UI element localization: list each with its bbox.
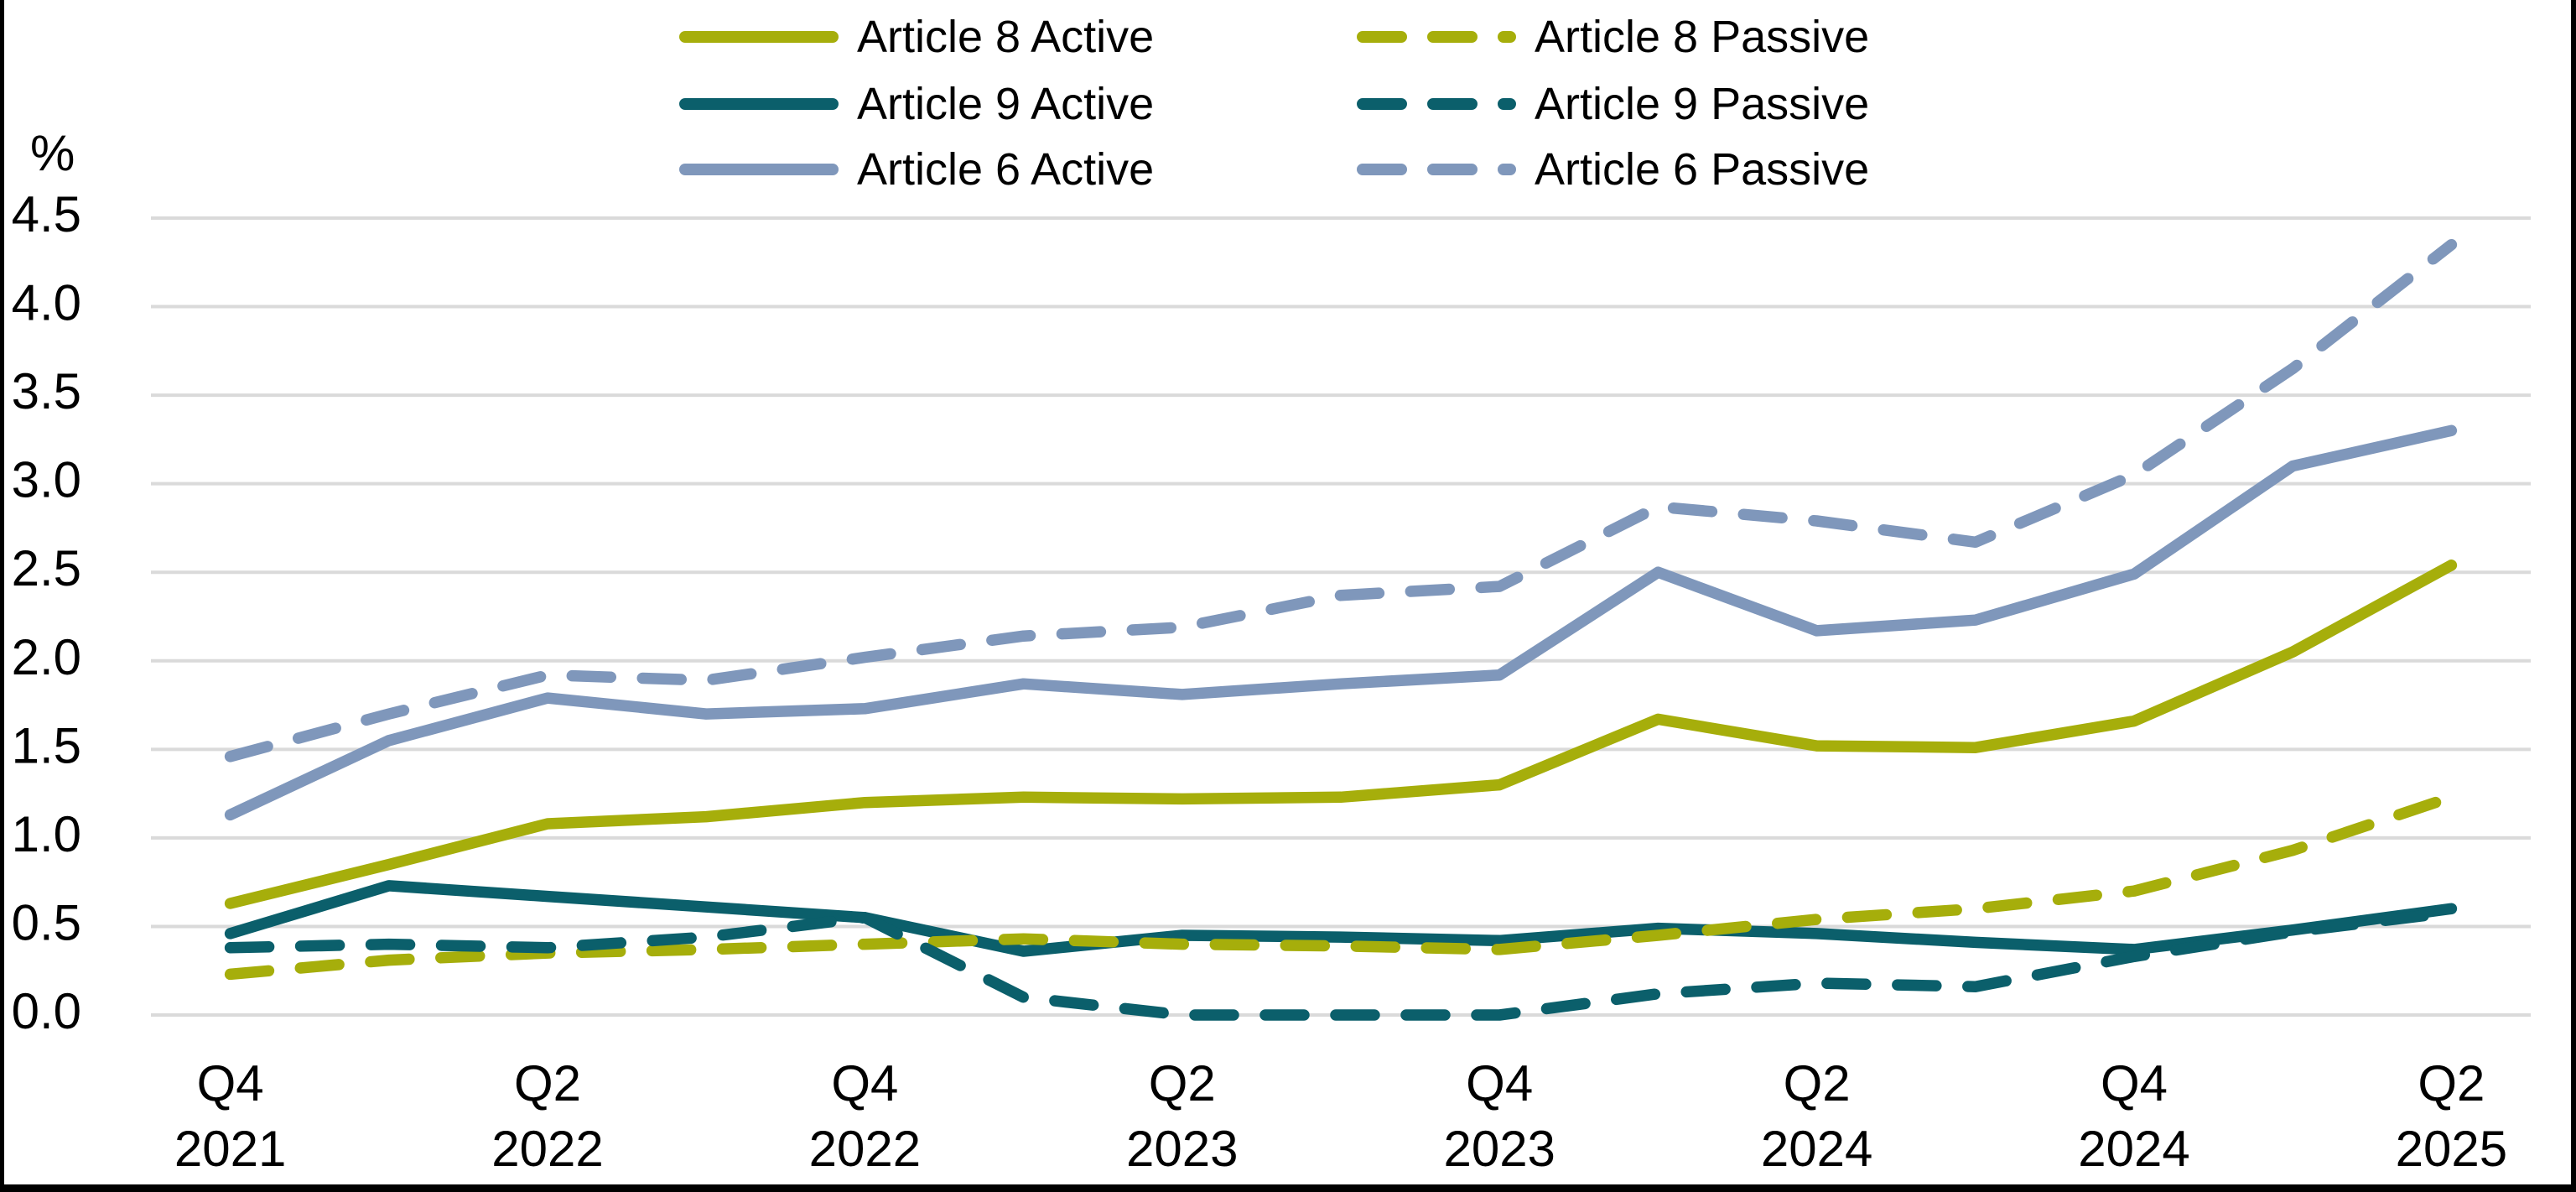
legend-item-article-8-passive: Article 8 Passive: [1357, 12, 1869, 62]
legend-item-label: Article 8 Active: [857, 12, 1155, 62]
x-axis-tick-label-quarter: Q2: [1784, 1055, 1851, 1111]
y-axis-tick-label: 0.0: [12, 983, 81, 1039]
y-axis-tick-label: 1.0: [12, 806, 81, 862]
solid-line-swatch-icon: [679, 31, 839, 43]
y-axis-tick-label: 2.0: [12, 629, 81, 685]
dashed-line-swatch-icon: [1357, 164, 1516, 175]
chart-border-bottom: [0, 1184, 2576, 1192]
legend-item-article-6-passive: Article 6 Passive: [1357, 144, 1869, 195]
y-axis-tick-label: 2.5: [12, 540, 81, 596]
dashed-line-swatch-icon: [1357, 31, 1516, 43]
y-axis-unit-label: %: [30, 125, 75, 181]
chart-border-left: [0, 0, 4, 1192]
legend-item-label: Article 6 Active: [857, 144, 1155, 195]
y-axis-tick-label: 3.0: [12, 452, 81, 508]
chart-border-right: [2571, 0, 2576, 1192]
x-axis-tick-label-year: 2024: [1761, 1121, 1872, 1177]
x-axis-tick-label-year: 2024: [2078, 1121, 2189, 1177]
legend-item-label: Article 9 Active: [857, 79, 1155, 129]
legend-item-label: Article 6 Passive: [1535, 144, 1870, 195]
series-line-article-8-active: [224, 560, 2458, 909]
dashed-line-swatch-icon: [1357, 98, 1516, 110]
legend-item-article-6-active: Article 6 Active: [679, 144, 1154, 195]
x-axis-tick-label-year: 2022: [491, 1121, 603, 1177]
series-line-article-6-active: [224, 424, 2458, 821]
x-axis-tick-label-year: 2023: [1126, 1121, 1238, 1177]
x-axis-tick-label-year: 2025: [2396, 1121, 2507, 1177]
x-axis-tick-label-quarter: Q4: [831, 1055, 898, 1111]
solid-line-swatch-icon: [679, 98, 839, 110]
x-axis-tick-label-quarter: Q4: [2101, 1055, 2168, 1111]
x-axis-tick-label-quarter: Q4: [1466, 1055, 1533, 1111]
series-line-article-6-passive: [224, 238, 2458, 763]
y-axis-tick-label: 3.5: [12, 363, 81, 419]
legend-item-article-9-passive: Article 9 Passive: [1357, 79, 1869, 129]
x-axis-tick-label-quarter: Q2: [2418, 1055, 2485, 1111]
y-axis-tick-label: 0.5: [12, 894, 81, 950]
legend-item-article-9-active: Article 9 Active: [679, 79, 1154, 129]
y-axis-tick-label: 4.5: [12, 186, 81, 242]
chart-legend: Article 8 Active Article 9 Active Article …: [0, 0, 2576, 210]
series-line-article-9-passive: [224, 906, 2458, 1021]
x-axis-tick-label-year: 2022: [809, 1121, 921, 1177]
x-axis-tick-label-quarter: Q2: [514, 1055, 581, 1111]
series-line-article-9-active: [224, 880, 2458, 957]
x-axis-tick-label-quarter: Q2: [1149, 1055, 1216, 1111]
x-axis-tick-label-quarter: Q4: [197, 1055, 264, 1111]
solid-line-swatch-icon: [679, 164, 839, 175]
legend-item-article-8-active: Article 8 Active: [679, 12, 1154, 62]
series-line-article-8-passive: [224, 791, 2458, 981]
y-axis-tick-label: 1.5: [12, 717, 81, 773]
x-axis-tick-label-year: 2023: [1443, 1121, 1555, 1177]
legend-item-label: Article 8 Passive: [1535, 12, 1870, 62]
x-axis-tick-label-year: 2021: [174, 1121, 286, 1177]
y-axis-tick-label: 4.0: [12, 275, 81, 331]
legend-item-label: Article 9 Passive: [1535, 79, 1870, 129]
